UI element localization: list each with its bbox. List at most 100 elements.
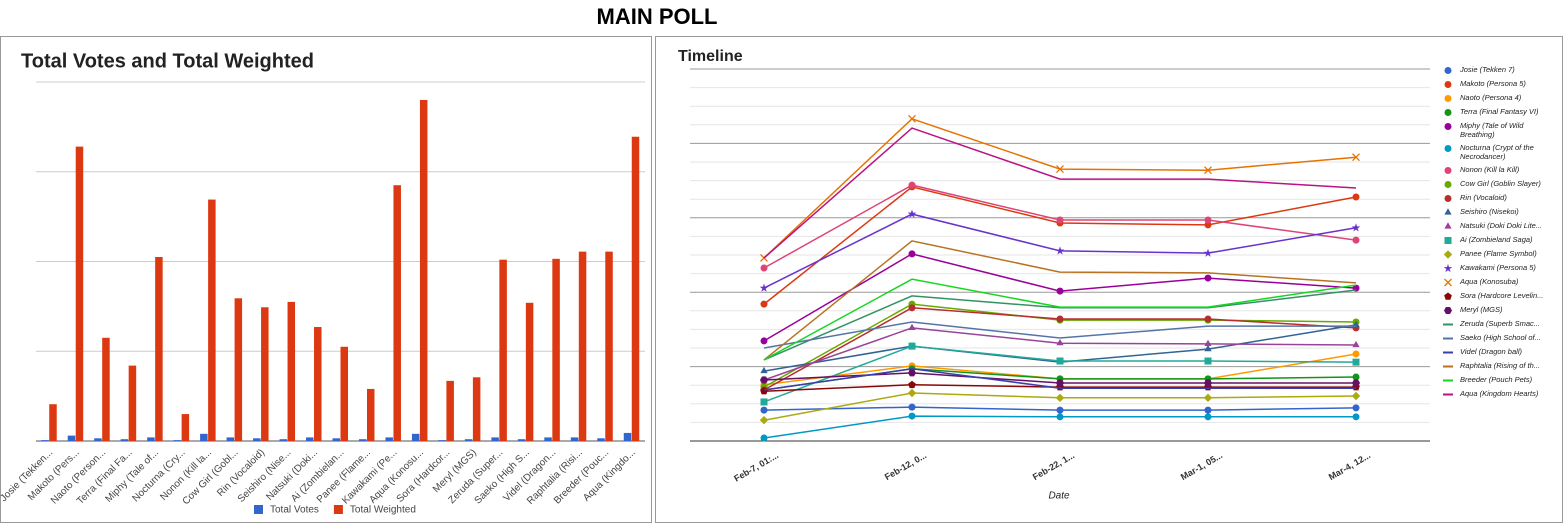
bar [570,437,579,441]
legend-icon [1444,95,1452,102]
bar [147,437,155,441]
bar [253,438,261,441]
point-marker [760,387,768,395]
bar [102,337,110,441]
legend-label: Panee (Flame Symbol) [1460,249,1537,258]
series-line [763,184,1357,269]
legend-icon [1444,81,1452,88]
bar [314,327,322,441]
bar [340,346,348,441]
legend-item: Nonon (Kill la Kill) [1442,165,1560,175]
legend-item: Aqua (Konosuba) [1442,277,1560,287]
x-tick-label: Mar-4, 12... [1327,450,1372,482]
legend-label: Videl (Dragon ball) [1460,347,1522,356]
point-marker [1352,358,1360,366]
legend-label: Zeruda (Superb Smac... [1460,319,1541,328]
point-marker [907,388,917,398]
point-marker [908,114,916,123]
bar [544,437,552,441]
legend-marker [1444,145,1452,152]
bar [200,433,208,441]
legend-icon [1444,208,1452,215]
point-marker [908,323,916,331]
legend-icon [1444,167,1452,174]
legend-label: Total Weighted [350,505,416,516]
bar [464,439,473,441]
series-line [763,186,1357,305]
series-line [763,117,1357,259]
point-marker [1056,357,1064,365]
x-tick-label: Feb-12, 0... [883,450,928,482]
point-marker [1056,287,1064,295]
x-axis-title: Date [1048,491,1070,502]
point-marker [1352,153,1360,162]
legend-icon [1444,145,1452,152]
legend-label: Total Votes [270,505,319,516]
legend-icon [1443,264,1453,273]
legend-icon [1444,181,1452,188]
series-line [763,321,1356,349]
point-marker [908,403,916,411]
bar [631,136,640,441]
legend-marker [1443,250,1453,259]
legend-swatch [254,505,263,514]
point-marker [760,264,768,272]
point-marker [1056,216,1064,224]
legend-label: Terra (Final Fantasy VI) [1460,107,1539,116]
bar [525,302,534,441]
legend-label: Ai (Zombieland Saga) [1460,235,1533,244]
legend-marker [1444,81,1452,88]
bar [446,380,454,441]
point-marker [1352,350,1360,358]
point-marker [1351,223,1361,232]
bar [208,199,216,441]
x-tick-label: Mar-1, 05... [1179,450,1224,482]
bar [181,414,190,441]
legend-icon [1444,222,1452,229]
legend-item: Aqua (Kingdom Hearts) [1442,389,1560,399]
point-marker [1352,236,1360,244]
bar [120,439,129,441]
point-marker [1056,406,1064,414]
bar [234,298,243,441]
legend-item: Raphtalia (Rising of th... [1442,361,1560,371]
legend-marker [1444,109,1452,116]
legend-item: Miphy (Tale of Wild Breathing) [1442,121,1560,139]
point-marker [760,300,768,308]
chart-title: Total Votes and Total Weighted [21,50,314,72]
bar [605,251,613,441]
legend-item: Terra (Final Fantasy VI) [1442,107,1560,117]
bar [385,437,393,441]
legend-item: Nocturna (Crypt of the Necrodancer) [1442,143,1560,161]
legend-item: Videl (Dragon ball) [1442,347,1560,357]
legend-item: Seishiro (Nisekoi) [1442,207,1560,217]
legend-item: Makoto (Persona 5) [1442,79,1560,89]
legend-marker [1444,95,1452,102]
bar [49,404,57,441]
bar [226,437,235,441]
bar [67,435,76,441]
point-marker [1203,393,1213,403]
legend-swatch [333,505,343,514]
point-marker [908,412,916,420]
bar [552,258,560,441]
bar [472,377,481,441]
legend-label: Meryl (MGS) [1460,305,1503,314]
point-marker [1351,379,1361,387]
bar [155,257,163,441]
point-marker [760,398,768,406]
point-marker [908,380,916,389]
series-line [763,127,1357,259]
legend-item: Ai (Zombieland Saga) [1442,235,1560,245]
legend-item: Zeruda (Superb Smac... [1442,319,1560,329]
legend-marker [1444,278,1452,287]
point-marker [1204,357,1212,365]
legend-label: Nocturna (Crypt of the Necrodancer) [1460,143,1534,161]
point-marker [1351,391,1361,401]
point-marker [1204,216,1212,224]
series-line [763,327,1357,381]
point-marker [1204,339,1212,347]
legend-icon [1444,67,1452,74]
bar [332,438,340,441]
legend-label: Naoto (Persona 4) [1460,93,1522,102]
